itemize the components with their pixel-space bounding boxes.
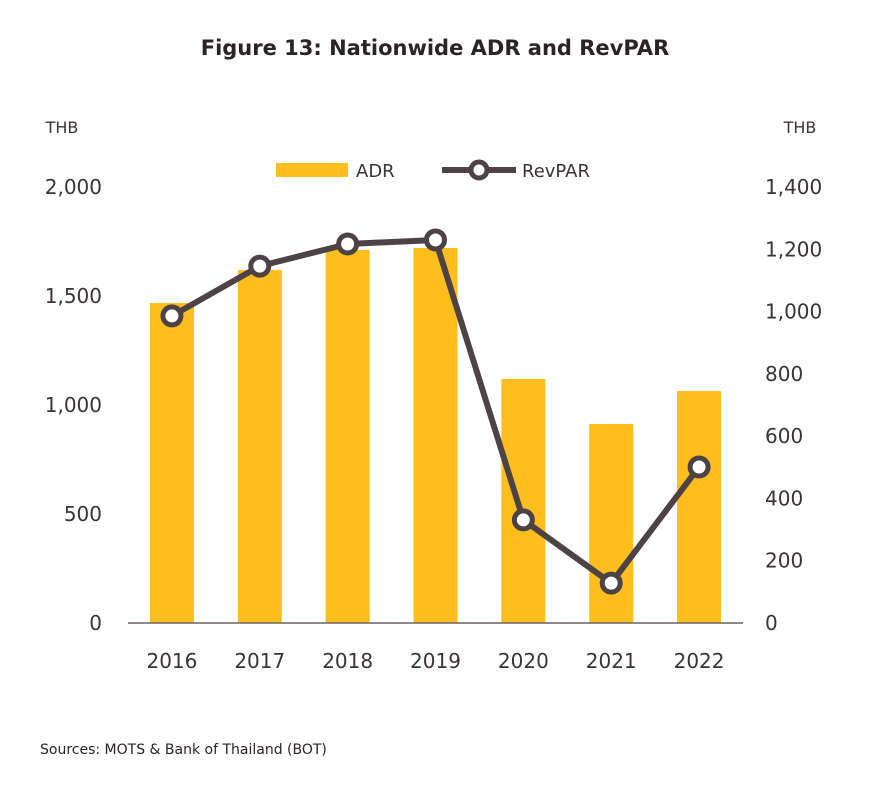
point-revpar-2016 xyxy=(160,304,184,328)
right-tick-label: 600 xyxy=(765,424,803,448)
legend-label-adr: ADR xyxy=(356,161,395,182)
x-tick-label: 2017 xyxy=(234,649,285,673)
point-revpar-2019 xyxy=(424,228,447,252)
bar-adr-2018 xyxy=(325,250,370,623)
source-note: Sources: MOTS & Bank of Thailand (BOT) xyxy=(40,742,327,758)
left-tick-label: 0 xyxy=(89,611,102,635)
x-tick-label: 2016 xyxy=(146,649,197,673)
right-tick-label: 400 xyxy=(765,486,803,510)
legend-marker-revpar xyxy=(468,159,490,181)
chart-title: Figure 13: Nationwide ADR and RevPAR xyxy=(201,36,670,60)
right-tick-label: 1,000 xyxy=(765,300,822,324)
point-revpar-2022 xyxy=(687,455,711,479)
x-tick-label: 2022 xyxy=(674,649,725,673)
x-tick-label: 2021 xyxy=(586,649,637,673)
x-tick-label: 2018 xyxy=(322,649,373,673)
right-tick-label: 1,200 xyxy=(765,237,822,261)
right-tick-label: 0 xyxy=(765,611,778,635)
left-tick-label: 1,500 xyxy=(45,284,102,308)
bar-adr-2019 xyxy=(413,248,458,624)
right-axis-label: THB xyxy=(783,118,817,137)
left-tick-label: 1,000 xyxy=(45,393,102,417)
left-tick-label: 500 xyxy=(64,502,102,526)
bar-adr-2017 xyxy=(237,270,282,623)
point-revpar-2017 xyxy=(248,254,272,278)
right-tick-label: 1,400 xyxy=(765,175,822,199)
x-tick-label: 2019 xyxy=(410,649,461,673)
x-tick-label: 2020 xyxy=(498,649,549,673)
legend-swatch-adr xyxy=(276,163,348,177)
bar-adr-2016 xyxy=(149,302,194,623)
point-revpar-2021 xyxy=(599,571,623,595)
right-tick-label: 200 xyxy=(765,549,803,573)
point-revpar-2020 xyxy=(511,508,535,532)
left-axis-label: THB xyxy=(45,118,79,137)
bar-adr-2020 xyxy=(501,379,546,623)
legend: ADR RevPAR xyxy=(276,159,590,182)
legend-label-revpar: RevPAR xyxy=(522,161,590,182)
left-tick-label: 2,000 xyxy=(45,175,102,199)
point-revpar-2018 xyxy=(336,232,360,256)
right-tick-label: 800 xyxy=(765,362,803,386)
bar-adr-2022 xyxy=(677,391,722,623)
